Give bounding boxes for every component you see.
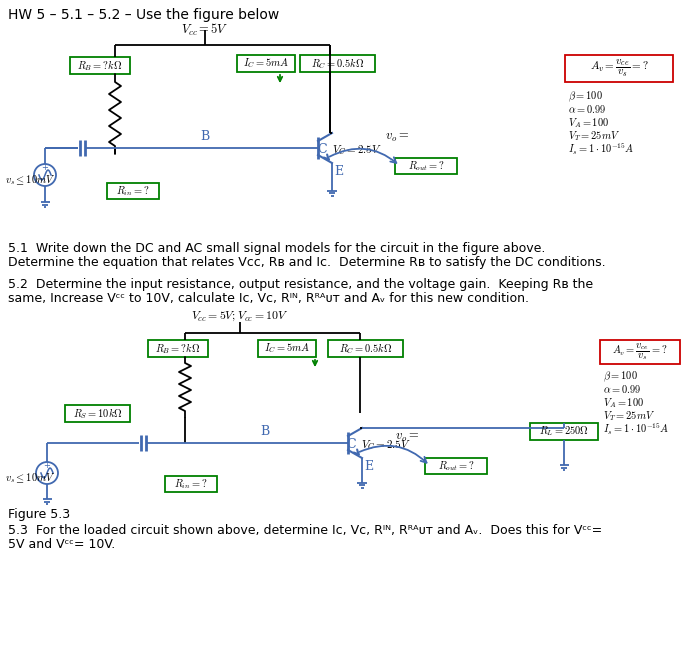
Text: $\beta = 100$: $\beta = 100$ [603,370,638,384]
Text: +: + [41,163,49,173]
Text: $R_{in} = ?$: $R_{in} = ?$ [116,184,150,198]
Text: Figure 5.3: Figure 5.3 [8,508,70,521]
Bar [107,183,159,199]
Bar [530,423,598,440]
Text: $R_C = 0.5k\Omega$: $R_C = 0.5k\Omega$ [339,341,392,356]
Text: $V_C = 2.5V$: $V_C = 2.5V$ [332,143,382,157]
Text: $V_T = 25mV$: $V_T = 25mV$ [568,129,620,143]
Text: $V_{cc} = 5V; V_{cc} = 10V$: $V_{cc} = 5V; V_{cc} = 10V$ [192,310,289,324]
Bar [65,405,130,422]
Text: $R_S = 10k\Omega$: $R_S = 10k\Omega$ [73,406,122,421]
Bar [328,340,403,357]
Bar [258,340,316,357]
Text: $R_{in} = ?$: $R_{in} = ?$ [174,477,207,491]
Text: $V_T = 25mV$: $V_T = 25mV$ [603,409,655,423]
Text: E: E [334,165,343,178]
Text: 5.1  Write down the DC and AC small signal models for the circuit in the figure : 5.1 Write down the DC and AC small signa… [8,242,545,255]
Text: $I_s = 1 \cdot 10^{-15} A$: $I_s = 1 \cdot 10^{-15} A$ [568,142,634,158]
Text: $A_v = \dfrac{v_{ce}}{v_s} = ?$: $A_v = \dfrac{v_{ce}}{v_s} = ?$ [589,58,649,79]
Text: E: E [364,460,373,473]
Text: $R_{out} = ?$: $R_{out} = ?$ [407,159,444,173]
Text: 5V and Vᶜᶜ= 10V.: 5V and Vᶜᶜ= 10V. [8,538,115,551]
Text: $\alpha = 0.99$: $\alpha = 0.99$ [568,103,607,115]
Text: $R_B = ?k\Omega$: $R_B = ?k\Omega$ [78,58,123,73]
Bar [565,55,673,82]
Bar [600,340,680,364]
Text: C: C [317,143,327,156]
Bar [300,55,375,72]
Text: B: B [260,425,269,438]
Text: $R_{out} = ?$: $R_{out} = ?$ [438,459,475,473]
Text: $R_L = 250\Omega$: $R_L = 250\Omega$ [539,424,589,438]
Text: $v_o =$: $v_o =$ [385,132,409,144]
Text: $R_C = 0.5k\Omega$: $R_C = 0.5k\Omega$ [311,56,364,71]
Text: $R_B = ?k\Omega$: $R_B = ?k\Omega$ [155,341,201,356]
Text: $v_o =$: $v_o =$ [395,432,419,445]
Text: $V_A = 100$: $V_A = 100$ [603,396,644,410]
Text: Determine the equation that relates Vcc, Rʙ and Iᴄ.  Determine Rʙ to satisfy the: Determine the equation that relates Vcc,… [8,256,606,269]
Bar [425,458,487,474]
Text: $I_s = 1 \cdot 10^{-15} A$: $I_s = 1 \cdot 10^{-15} A$ [603,422,669,438]
Text: $\alpha = 0.99$: $\alpha = 0.99$ [603,383,642,395]
Text: $I_C = 5mA$: $I_C = 5mA$ [243,57,289,71]
Bar [395,158,457,174]
Text: $V_{cc} = 5V$: $V_{cc} = 5V$ [181,22,229,38]
Text: same, Increase Vᶜᶜ to 10V, calculate Iᴄ, Vᴄ, Rᴵᴺ, Rᴿᴬᴜᴛ and Aᵥ for this new cond: same, Increase Vᶜᶜ to 10V, calculate Iᴄ,… [8,292,529,305]
Text: $I_C = 5mA$: $I_C = 5mA$ [264,341,310,355]
Text: $v_s \leq 10mV$: $v_s \leq 10mV$ [5,173,56,186]
Text: $\beta = 100$: $\beta = 100$ [568,90,602,104]
Text: C: C [346,438,356,451]
Text: 5.3  For the loaded circuit shown above, determine Iᴄ, Vᴄ, Rᴵᴺ, Rᴿᴬᴜᴛ and Aᵥ.  D: 5.3 For the loaded circuit shown above, … [8,524,602,537]
Bar [237,55,295,72]
Bar [70,57,130,74]
Text: 5.2  Determine the input resistance, output resistance, and the voltage gain.  K: 5.2 Determine the input resistance, outp… [8,278,593,291]
Text: B: B [201,130,210,143]
Bar [165,476,217,492]
Text: +: + [43,461,50,471]
Text: $v_s \leq 10mV$: $v_s \leq 10mV$ [5,471,56,485]
Text: $A_v = \dfrac{v_{ce}}{v_s} = ?$: $A_v = \dfrac{v_{ce}}{v_s} = ?$ [612,341,668,362]
Text: HW 5 – 5.1 – 5.2 – Use the figure below: HW 5 – 5.1 – 5.2 – Use the figure below [8,8,279,22]
Text: $V_A = 100$: $V_A = 100$ [568,116,609,130]
Bar [148,340,208,357]
Text: $V_C = 2.5V$: $V_C = 2.5V$ [361,438,411,452]
